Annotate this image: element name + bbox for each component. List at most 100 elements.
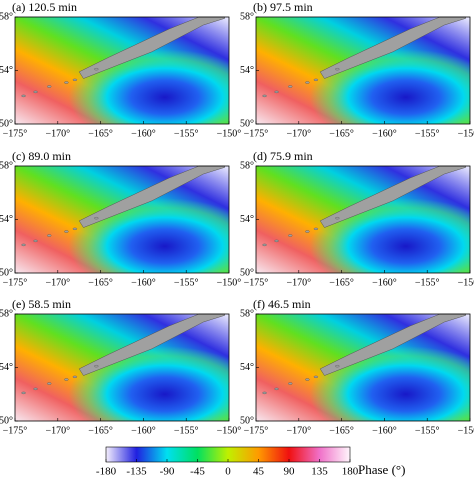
- island: [33, 387, 38, 391]
- y-tick-label: 50°: [0, 415, 13, 426]
- y-tick-label: 58°: [0, 11, 13, 22]
- island: [305, 230, 310, 233]
- colorbar-tick-label: -45: [190, 466, 205, 478]
- colorbar-tick-label: 135: [311, 466, 328, 478]
- y-tick-label: 50°: [0, 267, 13, 278]
- y-tick-label: 54°: [0, 65, 13, 76]
- x-tick-label: −150°: [217, 425, 242, 436]
- y-tick-label: 50°: [0, 118, 13, 129]
- y-tick-label: 58°: [240, 11, 254, 22]
- island: [335, 67, 340, 71]
- island: [21, 391, 26, 395]
- x-tick-label: −155°: [415, 277, 440, 288]
- x-tick-label: −160°: [131, 128, 156, 139]
- y-tick-label: 54°: [0, 362, 13, 373]
- x-tick-label: −155°: [415, 128, 440, 139]
- x-tick-label: −155°: [415, 425, 440, 436]
- island: [47, 85, 52, 88]
- x-tick-label: −175°: [244, 425, 269, 436]
- island: [313, 78, 319, 82]
- x-tick-label: −150°: [217, 277, 242, 288]
- x-tick-label: −150°: [458, 425, 474, 436]
- x-tick-label: −175°: [3, 425, 28, 436]
- x-tick-label: −170°: [286, 128, 311, 139]
- phase-field-overlay: [15, 314, 229, 421]
- colorbar-tick-label: -180: [96, 466, 117, 478]
- y-tick-label: 54°: [240, 214, 254, 225]
- colorbar-tick-label: 90: [284, 466, 296, 478]
- x-tick-label: −170°: [45, 277, 70, 288]
- map-panel: (b) 97.5 min −175° −170° −165° −160° −155° −15…: [240, 0, 474, 139]
- island: [288, 85, 293, 88]
- island: [33, 239, 38, 243]
- colorbar-label: Phase (°): [358, 462, 405, 477]
- island: [94, 364, 99, 368]
- y-tick-label: 50°: [240, 118, 254, 129]
- phase-field-overlay: [256, 166, 470, 273]
- map-panel: (a) 120.5 min −175° −170° −165° −160° −155° −1…: [0, 0, 241, 139]
- x-tick-label: −170°: [286, 425, 311, 436]
- x-tick-label: −160°: [131, 425, 156, 436]
- colorbar-tick-label: -135: [126, 466, 147, 478]
- island: [288, 382, 293, 385]
- island: [335, 364, 340, 368]
- panel-title: (d) 75.9 min: [253, 149, 313, 163]
- island: [313, 227, 319, 231]
- y-tick-label: 50°: [240, 415, 254, 426]
- x-tick-label: −165°: [329, 128, 354, 139]
- y-tick-label: 58°: [0, 308, 13, 319]
- island: [47, 382, 52, 385]
- x-tick-label: −155°: [174, 277, 199, 288]
- phase-field-overlay: [15, 166, 229, 273]
- x-tick-label: −150°: [458, 128, 474, 139]
- map-panel: (e) 58.5 min −175° −170° −165° −160° −155° −15…: [0, 297, 241, 437]
- panel-title: (b) 97.5 min: [253, 0, 313, 14]
- island: [262, 243, 267, 247]
- x-tick-label: −170°: [45, 425, 70, 436]
- island: [262, 94, 267, 98]
- x-tick-label: −165°: [88, 425, 113, 436]
- island: [274, 387, 279, 391]
- island: [305, 81, 310, 84]
- y-tick-label: 50°: [240, 267, 254, 278]
- y-tick-label: 54°: [240, 65, 254, 76]
- island: [262, 391, 267, 395]
- y-tick-label: 58°: [240, 308, 254, 319]
- island: [72, 227, 78, 231]
- y-tick-label: 54°: [240, 362, 254, 373]
- y-tick-label: 58°: [0, 160, 13, 171]
- island: [64, 378, 69, 381]
- island: [21, 94, 26, 98]
- island: [274, 90, 279, 94]
- x-tick-label: −160°: [372, 425, 397, 436]
- colorbar-tick-label: 0: [225, 466, 231, 478]
- phase-field-overlay: [15, 17, 229, 124]
- panel-title: (e) 58.5 min: [12, 297, 71, 311]
- x-tick-label: −160°: [372, 128, 397, 139]
- x-tick-label: −160°: [131, 277, 156, 288]
- y-tick-label: 58°: [240, 160, 254, 171]
- island: [313, 375, 319, 379]
- island: [64, 230, 69, 233]
- x-tick-label: −150°: [217, 128, 242, 139]
- panel-title: (a) 120.5 min: [12, 0, 77, 14]
- x-tick-label: −155°: [174, 425, 199, 436]
- island: [305, 378, 310, 381]
- x-tick-label: −165°: [329, 277, 354, 288]
- panel-title: (f) 46.5 min: [253, 297, 311, 311]
- island: [335, 216, 340, 220]
- island: [274, 239, 279, 243]
- colorbar-tick-label: 45: [253, 466, 265, 478]
- colorbar-tick-label: 180: [342, 466, 359, 478]
- panel-title: (c) 89.0 min: [12, 149, 71, 163]
- x-tick-label: −175°: [3, 277, 28, 288]
- phase-field-overlay: [256, 314, 470, 421]
- map-panel: (c) 89.0 min −175° −170° −165° −160° −155° −15…: [0, 149, 241, 289]
- x-tick-label: −175°: [244, 128, 269, 139]
- x-tick-label: −165°: [329, 425, 354, 436]
- island: [94, 216, 99, 220]
- y-tick-label: 54°: [0, 214, 13, 225]
- x-tick-label: −160°: [372, 277, 397, 288]
- map-panel: (d) 75.9 min −175° −170° −165° −160° −155° −15…: [240, 149, 474, 289]
